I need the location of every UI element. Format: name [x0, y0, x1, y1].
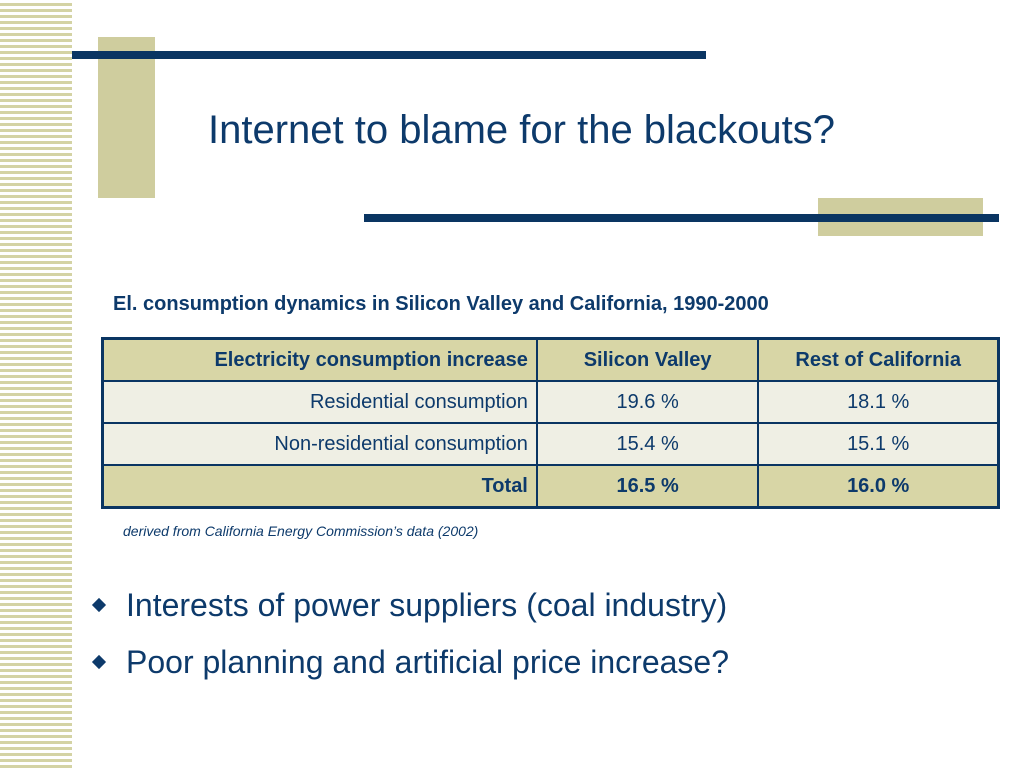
diamond-bullet-icon — [91, 654, 107, 670]
bullet-text: Interests of power suppliers (coal indus… — [126, 586, 728, 623]
row-label-cell: Non-residential consumption — [101, 422, 538, 466]
title-bottom-rule — [364, 214, 999, 222]
header-cell: Rest of California — [757, 337, 1000, 382]
table-row: Non-residential consumption 15.4 % 15.1 … — [101, 422, 1000, 466]
table-row: Residential consumption 19.6 % 18.1 % — [101, 380, 1000, 424]
bullet-text: Poor planning and artificial price incre… — [126, 643, 730, 680]
consumption-table: Electricity consumption increase Silicon… — [101, 337, 1000, 509]
table-total-row: Total 16.5 % 16.0 % — [101, 464, 1000, 509]
total-value-cell: 16.5 % — [535, 464, 760, 509]
striped-margin-decoration — [0, 0, 72, 768]
diamond-bullet-icon — [91, 597, 107, 613]
total-value-cell: 16.0 % — [757, 464, 1000, 509]
value-cell: 19.6 % — [535, 380, 760, 424]
slide-title: Internet to blame for the blackouts? — [208, 108, 836, 152]
table-caption: El. consumption dynamics in Silicon Vall… — [113, 293, 769, 315]
value-cell: 18.1 % — [757, 380, 1000, 424]
row-label-cell: Residential consumption — [101, 380, 538, 424]
bullet-list: Interests of power suppliers (coal indus… — [90, 582, 729, 696]
header-cell: Silicon Valley — [535, 337, 760, 382]
value-cell: 15.4 % — [535, 422, 760, 466]
total-label-cell: Total — [101, 464, 538, 509]
bullet-item: Poor planning and artificial price incre… — [90, 639, 729, 685]
table-header-row: Electricity consumption increase Silicon… — [101, 337, 1000, 382]
title-accent-block — [98, 37, 155, 198]
bullet-item: Interests of power suppliers (coal indus… — [90, 582, 729, 628]
title-top-rule — [72, 51, 706, 59]
value-cell: 15.1 % — [757, 422, 1000, 466]
source-note: derived from California Energy Commissio… — [123, 523, 479, 539]
header-cell: Electricity consumption increase — [101, 337, 538, 382]
